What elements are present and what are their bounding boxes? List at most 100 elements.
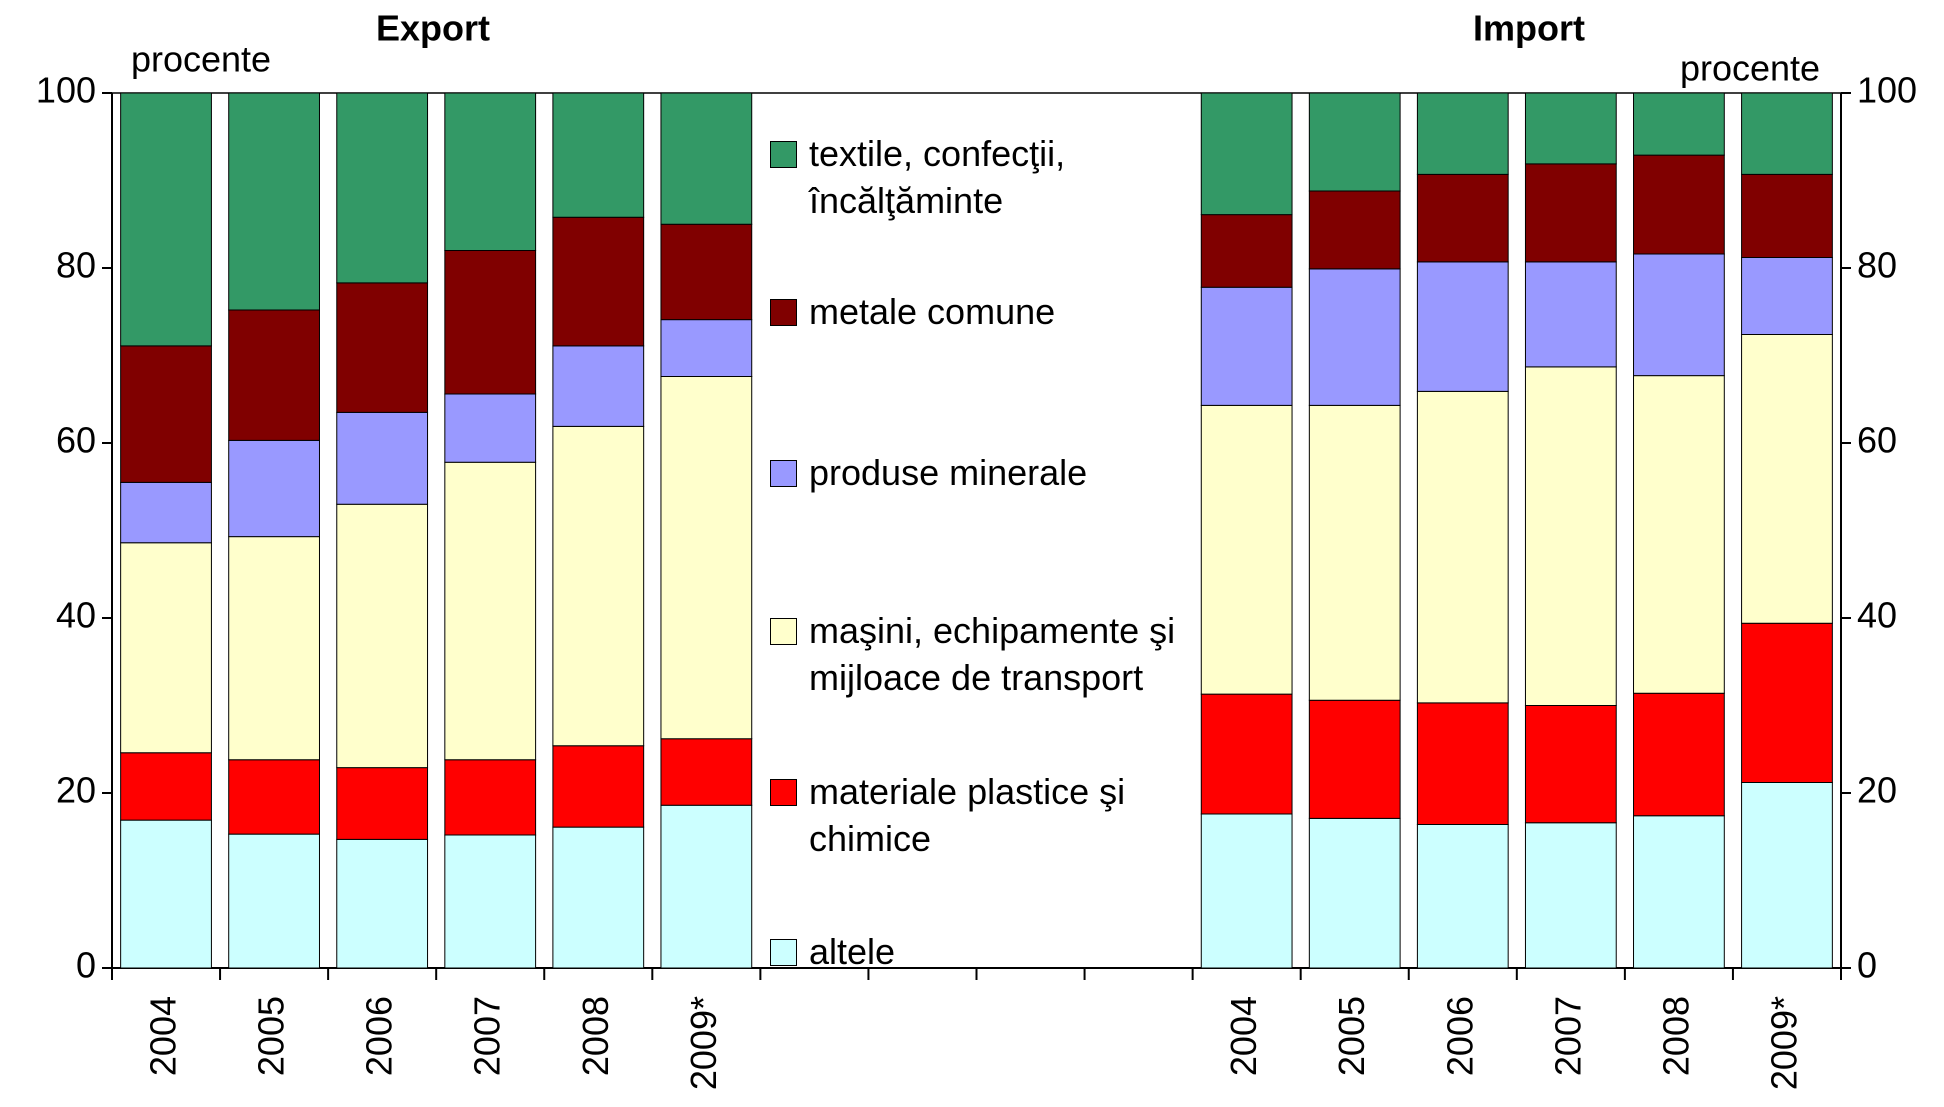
legend-swatch bbox=[770, 460, 797, 487]
bar-segment bbox=[228, 759, 320, 835]
bar-segment bbox=[336, 92, 429, 284]
bar-segment bbox=[552, 826, 645, 969]
bar-segment bbox=[1200, 214, 1293, 288]
bar-segment bbox=[1524, 822, 1617, 969]
bar-segment bbox=[660, 223, 753, 321]
y2-tick-label: 0 bbox=[1857, 945, 1877, 986]
legend-label: altele bbox=[809, 931, 896, 972]
bar-segment bbox=[120, 92, 212, 347]
bar-segment bbox=[444, 834, 537, 969]
bar-segment bbox=[552, 745, 645, 828]
y-tick-label: 0 bbox=[76, 945, 96, 986]
bar-segment bbox=[1741, 92, 1833, 175]
x-tick-label: 2009* bbox=[683, 996, 724, 1090]
bar-segment bbox=[552, 425, 645, 747]
legend-item: metale comune bbox=[770, 288, 1190, 335]
x-tick-label: 2005 bbox=[1331, 996, 1372, 1076]
bar-segment bbox=[1524, 705, 1617, 824]
bar-segment bbox=[1416, 92, 1509, 175]
bar-segment bbox=[1741, 622, 1833, 783]
bar-segment bbox=[120, 542, 212, 754]
y-tick-label: 60 bbox=[56, 420, 96, 461]
bar-segment bbox=[1416, 261, 1509, 392]
legend-item: maşini, echipamente şi mijloace de trans… bbox=[770, 607, 1190, 701]
legend-item: materiale plastice şi chimice bbox=[770, 768, 1190, 862]
x-tick-label: 2009* bbox=[1763, 996, 1804, 1090]
bar-segment bbox=[444, 250, 537, 395]
legend-item: textile, confecţii, încălţăminte bbox=[770, 130, 1190, 224]
y-tick-label: 80 bbox=[56, 245, 96, 286]
y-tick-label: 100 bbox=[36, 70, 96, 111]
bar-segment bbox=[228, 309, 320, 441]
legend-item: altele bbox=[770, 928, 1190, 975]
bar-segment bbox=[1633, 253, 1725, 377]
bar-segment bbox=[228, 536, 320, 761]
legend-label: materiale plastice şi chimice bbox=[809, 771, 1126, 859]
bar-segment bbox=[1308, 190, 1401, 270]
bar-segment bbox=[660, 319, 753, 377]
bar-segment bbox=[660, 804, 753, 969]
bar-segment bbox=[1200, 693, 1293, 815]
legend-item: produse minerale bbox=[770, 449, 1190, 496]
bar-segment bbox=[1416, 824, 1509, 969]
y2-tick-label: 40 bbox=[1857, 595, 1897, 636]
bar-segment bbox=[1633, 692, 1725, 817]
bar-segment bbox=[1416, 173, 1509, 263]
bar-segment bbox=[1741, 334, 1833, 624]
bar-segment bbox=[1633, 92, 1725, 156]
bar-segment bbox=[228, 92, 320, 311]
bar-segment bbox=[336, 411, 429, 505]
bar-segment bbox=[552, 345, 645, 427]
bar-segment bbox=[1633, 815, 1725, 969]
x-tick-label: 2008 bbox=[1655, 996, 1696, 1076]
legend-label: maşini, echipamente şi mijloace de trans… bbox=[809, 610, 1176, 698]
bar-segment bbox=[1416, 702, 1509, 825]
legend-swatch bbox=[770, 141, 797, 168]
bar-segment bbox=[336, 767, 429, 840]
bar-segment bbox=[1524, 92, 1617, 165]
bar-segment bbox=[336, 503, 429, 769]
bar-segment bbox=[1308, 817, 1401, 969]
legend-swatch bbox=[770, 618, 797, 645]
bar-segment bbox=[336, 838, 429, 969]
bar-segment bbox=[1416, 390, 1509, 704]
bar-segment bbox=[1741, 257, 1833, 335]
bar-segment bbox=[228, 833, 320, 969]
bar-segment bbox=[1308, 404, 1401, 701]
bar-segment bbox=[120, 345, 212, 483]
x-tick-label: 2007 bbox=[1547, 996, 1588, 1076]
bar-segment bbox=[1633, 154, 1725, 255]
legend-label: produse minerale bbox=[809, 452, 1088, 493]
y-tick-label: 20 bbox=[56, 770, 96, 811]
legend-swatch bbox=[770, 779, 797, 806]
bar-segment bbox=[1308, 699, 1401, 819]
bar-segment bbox=[660, 738, 753, 806]
bar-segment bbox=[552, 92, 645, 218]
legend-label: textile, confecţii, încălţăminte bbox=[809, 133, 1066, 221]
bar-segment bbox=[552, 216, 645, 347]
bar-segment bbox=[120, 752, 212, 821]
legend-swatch bbox=[770, 299, 797, 326]
x-tick-label: 2005 bbox=[251, 996, 292, 1076]
y-tick-label: 40 bbox=[56, 595, 96, 636]
x-tick-label: 2007 bbox=[467, 996, 508, 1076]
x-tick-label: 2008 bbox=[575, 996, 616, 1076]
bar-segment bbox=[1200, 92, 1293, 216]
panel-title: Export bbox=[376, 8, 490, 49]
bar-segment bbox=[444, 759, 537, 836]
y2-tick-label: 60 bbox=[1857, 420, 1897, 461]
bar-segment bbox=[444, 393, 537, 463]
bar-segment bbox=[444, 92, 537, 251]
x-tick-label: 2006 bbox=[359, 996, 400, 1076]
y2-tick-label: 100 bbox=[1857, 70, 1917, 111]
legend-swatch bbox=[770, 939, 797, 966]
y2-tick-label: 20 bbox=[1857, 770, 1897, 811]
panel-title: Import bbox=[1473, 8, 1585, 49]
bar-segment bbox=[1308, 268, 1401, 406]
x-tick-label: 2006 bbox=[1439, 996, 1480, 1076]
x-tick-label: 2004 bbox=[143, 996, 184, 1076]
bar-segment bbox=[444, 461, 537, 761]
bar-segment bbox=[1741, 173, 1833, 258]
legend-label: metale comune bbox=[809, 291, 1056, 332]
